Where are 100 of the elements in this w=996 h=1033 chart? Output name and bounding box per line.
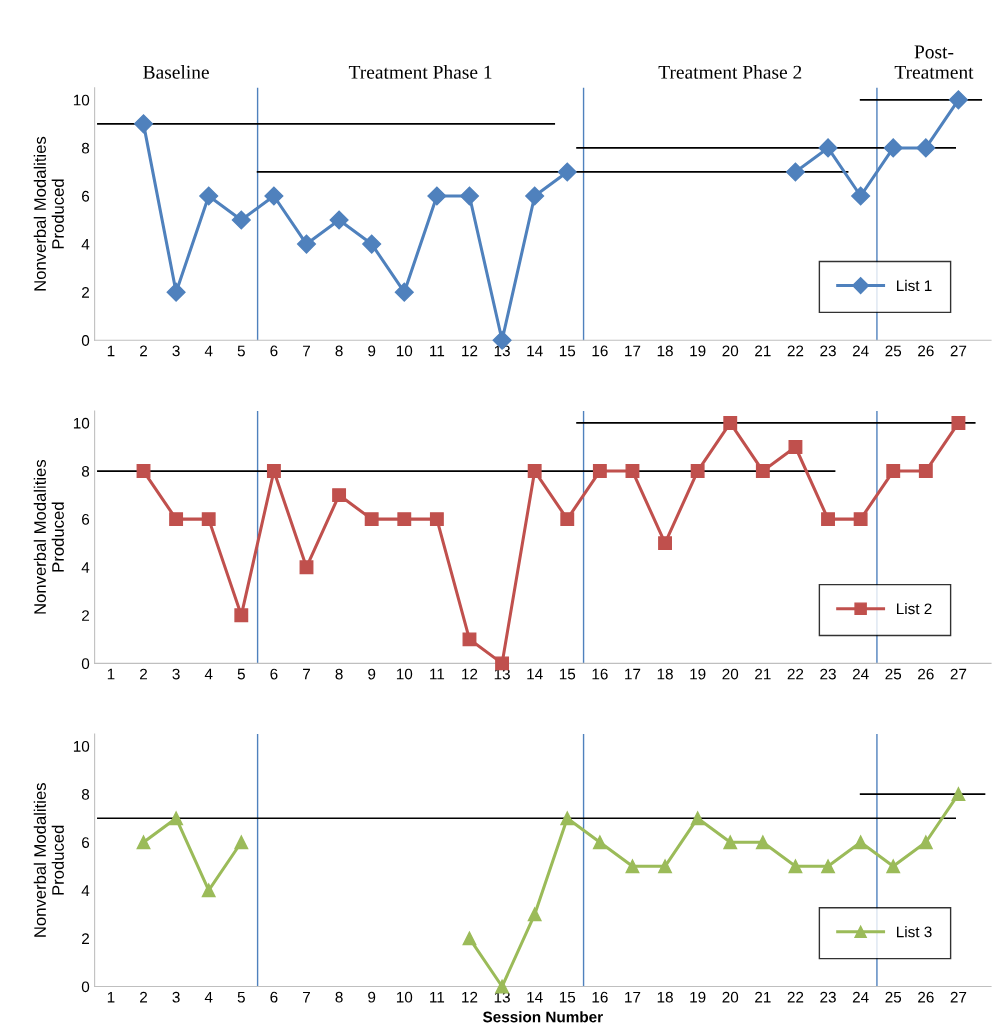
point (234, 608, 249, 623)
x-tick-label: 11 (430, 345, 445, 357)
y-tick-label: 10 (73, 417, 90, 429)
x-tick-label: 3 (172, 991, 180, 1003)
x-tick-label: 1 (107, 345, 115, 357)
point (723, 835, 738, 850)
x-tick-label: 19 (690, 668, 706, 680)
point (690, 464, 705, 478)
x-tick-label: 8 (335, 991, 343, 1003)
x-tick-label: 1 (107, 668, 115, 680)
point (169, 512, 184, 527)
y-tick-label: 8 (81, 142, 90, 154)
x-tick-label: 12 (462, 345, 478, 357)
x-tick-label: 11 (430, 668, 445, 680)
x-tick-label: 9 (368, 991, 376, 1003)
point (364, 512, 379, 527)
y-tick-label: 6 (82, 190, 90, 202)
y-axis-title: Nonverbal Modalities Produced (33, 136, 64, 291)
y-axis-title: Nonverbal Modalities Produced (33, 459, 64, 614)
x-tick-label: 21 (755, 345, 771, 357)
x-tick-label: 11 (430, 991, 445, 1003)
point (918, 835, 933, 850)
y-axis-title: Nonverbal Modalities Produced (33, 783, 64, 937)
point (821, 512, 835, 527)
y-tick-label: 0 (81, 335, 90, 346)
point (755, 464, 770, 478)
x-tick-label: 10 (396, 991, 413, 1003)
y-tick-label: 2 (82, 610, 89, 621)
point (658, 859, 673, 874)
x-tick-label: 23 (820, 345, 836, 357)
x-tick-label: 8 (335, 345, 343, 357)
x-tick-label: 4 (204, 345, 213, 357)
point (394, 282, 414, 302)
x-tick-label: 7 (303, 345, 310, 357)
x-tick-label: 27 (950, 345, 967, 357)
x-tick-label: 5 (237, 668, 245, 680)
text: Baseline (143, 65, 209, 79)
x-tick-label: 20 (722, 345, 739, 357)
point (527, 464, 542, 478)
point (462, 632, 477, 647)
point (886, 464, 901, 478)
x-tick-label: 18 (657, 345, 673, 357)
x-tick-label: 16 (592, 991, 608, 1003)
point (429, 512, 444, 527)
x-tick-label: 15 (559, 991, 576, 1003)
x-tick-label: 26 (918, 345, 934, 357)
point (918, 464, 933, 478)
y-tick-label: 4 (81, 562, 90, 573)
point (527, 907, 542, 922)
point (133, 114, 154, 134)
x-tick-label: 2 (140, 991, 147, 1003)
text: Treatment Phase 1 (348, 65, 492, 79)
x-tick-label: 13 (494, 345, 510, 357)
x-tick-label: 9 (368, 668, 376, 680)
point (459, 186, 480, 206)
y-tick-label: 0 (81, 981, 90, 993)
point (427, 186, 447, 206)
point (201, 883, 216, 898)
point (557, 162, 577, 182)
x-tick-label: 24 (852, 345, 869, 357)
y-tick-label: 2 (82, 287, 89, 298)
point (166, 282, 186, 302)
point (755, 835, 770, 850)
x-tick-label: 5 (237, 991, 245, 1003)
x-tick-label: 22 (787, 668, 804, 680)
point (592, 835, 607, 850)
x-tick-label: 6 (270, 991, 278, 1003)
point (299, 560, 314, 575)
point (495, 656, 510, 671)
point (853, 512, 868, 527)
point (231, 210, 251, 230)
point (169, 811, 184, 826)
point (886, 859, 901, 874)
point (592, 464, 607, 478)
x-tick-label: 21 (755, 991, 771, 1003)
x-tick-label: 27 (950, 991, 967, 1003)
x-tick-label: 10 (396, 668, 413, 680)
x-tick-label: 6 (270, 345, 278, 357)
y-tick-label: 8 (81, 789, 90, 800)
x-tick-label: 14 (527, 991, 543, 1003)
x-tick-label: 12 (462, 991, 478, 1003)
point (916, 138, 936, 158)
text: Treatment Phase 2 (658, 65, 802, 79)
point (362, 234, 382, 254)
point (136, 464, 151, 478)
x-tick-label: 6 (270, 668, 278, 680)
x-tick-label: 20 (722, 991, 739, 1003)
x-tick-label: 7 (303, 668, 310, 680)
point (658, 536, 673, 551)
x-tick-label: 24 (852, 991, 869, 1003)
y-tick-label: 2 (82, 933, 89, 944)
x-tick-label: 5 (237, 345, 245, 357)
y-tick-label: 6 (82, 837, 90, 848)
x-tick-label: 8 (335, 668, 343, 680)
x-tick-label: 2 (140, 345, 147, 357)
x-tick-label: 10 (396, 345, 413, 357)
point (201, 512, 216, 527)
x-tick-label: 26 (918, 668, 934, 680)
x-tick-label: 25 (885, 991, 902, 1003)
point (625, 464, 640, 478)
